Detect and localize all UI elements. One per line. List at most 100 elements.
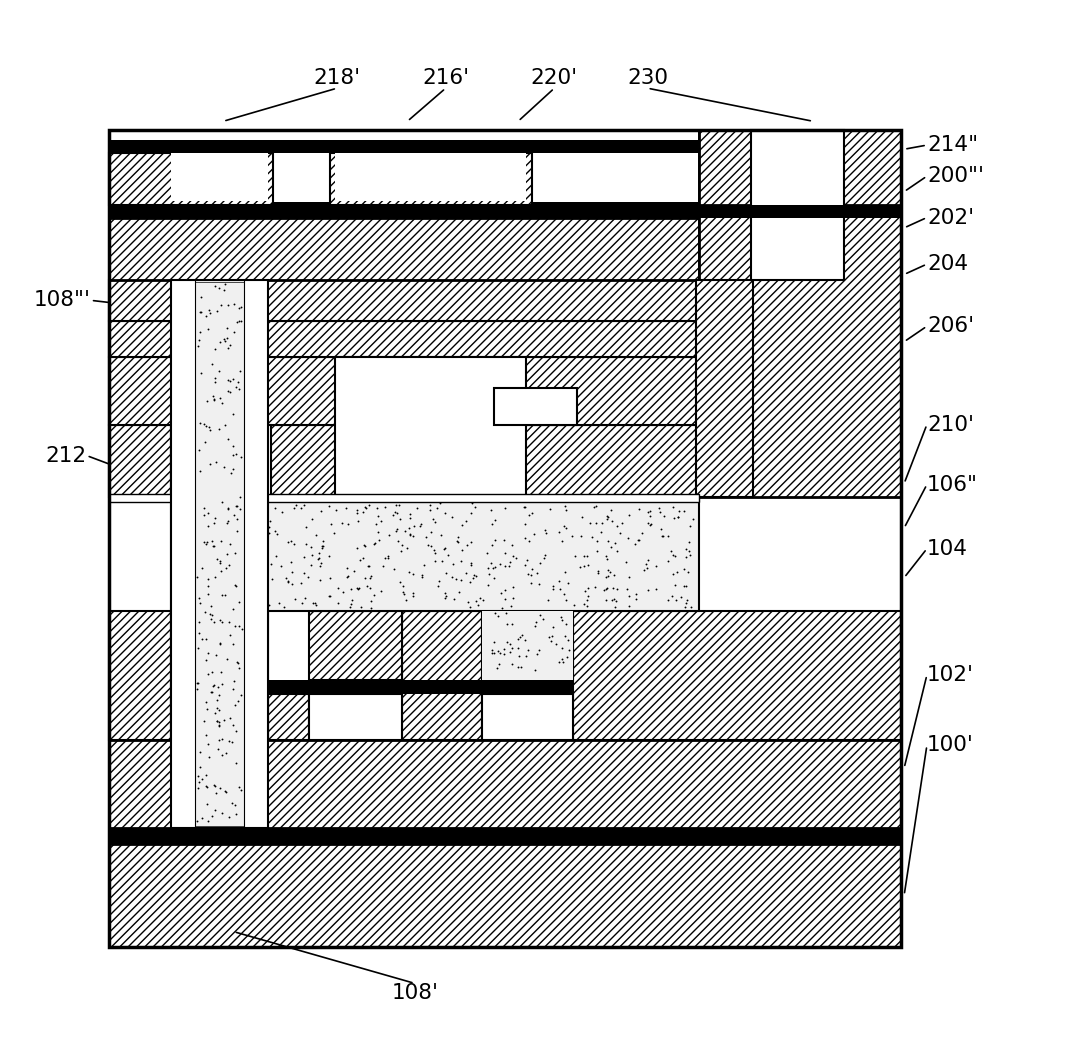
Point [635, 562, 653, 579]
Point [422, 538, 440, 554]
Point [190, 661, 208, 678]
Point [443, 509, 460, 526]
Point [599, 532, 617, 549]
Point [503, 598, 520, 615]
Point [236, 600, 254, 617]
Point [413, 568, 431, 585]
Point [623, 491, 641, 508]
Point [419, 538, 436, 554]
Point [664, 546, 681, 563]
Point [203, 538, 221, 554]
Point [672, 589, 690, 606]
Point [348, 505, 366, 522]
Point [431, 492, 448, 509]
Point [518, 551, 535, 568]
Point [173, 620, 190, 637]
Point [496, 641, 514, 658]
Point [199, 571, 217, 588]
Point [664, 498, 681, 515]
Point [239, 554, 257, 571]
Point [311, 558, 329, 574]
Point [620, 587, 638, 604]
Point [211, 611, 228, 628]
Point [224, 650, 242, 667]
Point [557, 564, 574, 581]
Point [573, 508, 591, 525]
Point [579, 598, 596, 615]
Point [514, 626, 531, 643]
Point [218, 560, 235, 577]
Point [494, 600, 511, 617]
Point [231, 488, 248, 505]
Text: 206': 206' [927, 316, 974, 336]
Point [390, 533, 407, 550]
Point [198, 393, 215, 410]
Point [211, 390, 228, 407]
Point [211, 635, 228, 652]
Point [555, 517, 572, 534]
Point [486, 559, 504, 576]
Point [191, 324, 209, 341]
Point [606, 535, 623, 552]
Point [228, 727, 246, 743]
Point [358, 499, 375, 516]
Point [666, 509, 683, 526]
Point [605, 567, 622, 584]
Point [484, 515, 502, 532]
Point [503, 656, 520, 673]
Point [528, 614, 545, 630]
Point [296, 548, 313, 565]
Point [608, 581, 626, 598]
Point [498, 634, 516, 650]
Point [459, 593, 477, 610]
Point [213, 804, 231, 821]
Point [190, 332, 208, 348]
Point [198, 701, 215, 718]
Point [349, 581, 367, 598]
Point [436, 585, 454, 602]
Point [603, 539, 620, 555]
Point [189, 338, 207, 355]
Point [188, 620, 206, 637]
Point [214, 581, 232, 598]
Point [454, 542, 471, 559]
Point [197, 604, 214, 621]
Point [199, 656, 217, 673]
Point [232, 299, 249, 316]
Point [348, 502, 366, 518]
Point [188, 812, 206, 829]
Point [199, 644, 217, 661]
Point [436, 540, 454, 557]
Point [230, 660, 247, 677]
Bar [268, 694, 309, 740]
Point [220, 572, 237, 589]
Point [191, 304, 209, 321]
Bar [195, 280, 244, 828]
Point [372, 512, 390, 529]
Point [175, 622, 193, 639]
Point [171, 617, 188, 634]
Point [531, 607, 548, 624]
Point [172, 563, 189, 580]
Point [206, 538, 223, 554]
Point [227, 754, 245, 771]
Point [249, 611, 267, 628]
Point [206, 677, 223, 694]
Bar [110, 139, 901, 153]
Point [249, 697, 267, 714]
Point [240, 554, 258, 571]
Point [231, 659, 248, 676]
Point [405, 566, 422, 583]
Point [578, 591, 595, 608]
Point [282, 532, 299, 549]
Point [504, 615, 521, 631]
Point [387, 522, 405, 539]
Point [535, 550, 553, 567]
Point [370, 531, 387, 548]
Point [217, 744, 234, 761]
Point [497, 582, 515, 599]
Point [676, 578, 693, 595]
Point [453, 552, 470, 569]
Point [294, 595, 311, 611]
Point [668, 563, 685, 580]
